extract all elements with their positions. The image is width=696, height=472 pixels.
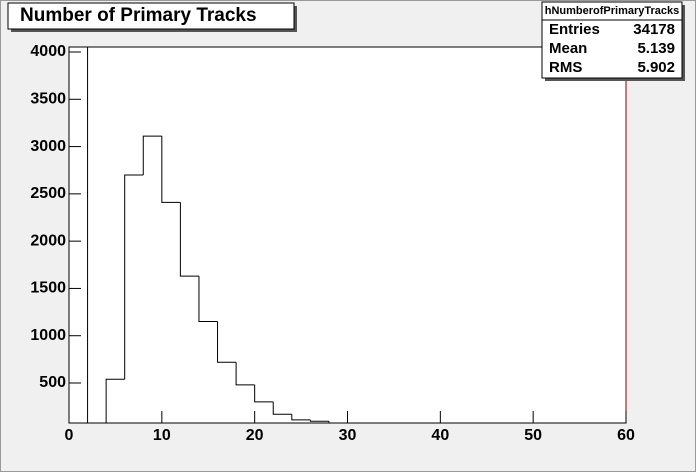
histogram-bin — [179, 202, 199, 277]
histogram-bin — [198, 276, 218, 323]
chart-title: Number of Primary Tracks — [20, 5, 257, 26]
histogram-bin — [105, 378, 125, 423]
y-tick-label: 4000 — [30, 43, 66, 60]
histogram-bin — [291, 414, 311, 421]
y-tick-label: 2500 — [30, 185, 66, 202]
x-tick-label: 10 — [153, 427, 171, 444]
stats-label: Entries — [549, 21, 600, 38]
y-tick-label: 2000 — [30, 232, 66, 249]
y-tick-label: 500 — [39, 374, 66, 391]
y-tick-label: 3000 — [30, 138, 66, 155]
x-tick-label: 30 — [339, 427, 357, 444]
stats-label: Mean — [549, 40, 587, 57]
histogram-bin — [309, 419, 329, 422]
y-tick-label: 1500 — [30, 280, 66, 297]
stats-rows: Entries 34178 Mean 5.139 RMS 5.902 — [549, 21, 675, 76]
stats-value: 34178 — [633, 21, 675, 38]
stats-value: 5.902 — [637, 59, 675, 76]
stats-box — [541, 1, 683, 79]
x-tick-label: 50 — [524, 427, 542, 444]
histogram-bin — [142, 135, 162, 175]
stats-title: hNumberofPrimaryTracks — [545, 5, 680, 17]
x-tick-label: 0 — [65, 427, 74, 444]
y-tick-label: 3500 — [30, 91, 66, 108]
histogram-bin — [272, 401, 292, 415]
plot-frame — [69, 47, 626, 423]
histogram-bin — [161, 136, 181, 203]
histogram-bin — [254, 384, 274, 403]
y-tick-label: 1000 — [30, 327, 66, 344]
x-tick-label: 40 — [431, 427, 449, 444]
x-tick-label: 20 — [246, 427, 264, 444]
histogram-bin — [328, 421, 330, 423]
histogram-bin — [124, 174, 144, 380]
title-box — [7, 2, 295, 30]
histogram — [69, 47, 330, 423]
histogram-bin — [235, 362, 255, 386]
histogram-bin — [217, 321, 237, 363]
stats-value: 5.139 — [637, 40, 675, 57]
stats-label: RMS — [549, 59, 582, 76]
x-tick-label: 60 — [617, 427, 635, 444]
